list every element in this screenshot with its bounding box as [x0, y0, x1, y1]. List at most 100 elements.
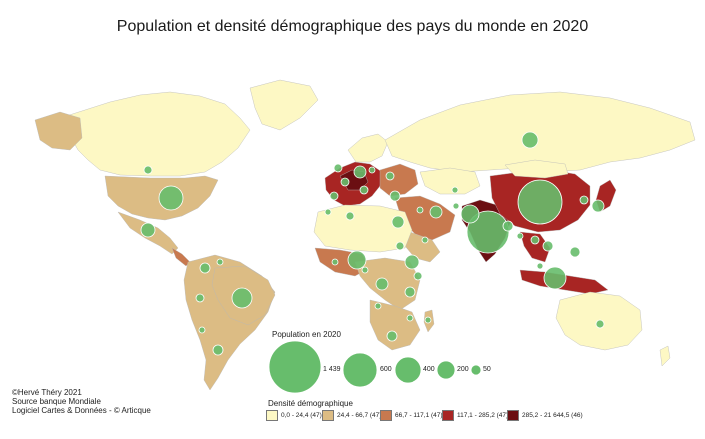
bubble-italy	[359, 185, 369, 195]
bubble-kenya	[413, 271, 423, 281]
population-bubbles	[140, 131, 605, 356]
legend-circle-1439	[268, 340, 322, 394]
bubble-turkey	[389, 190, 401, 202]
bubble-madagascar	[424, 316, 432, 324]
population-legend-circles	[268, 340, 482, 394]
bubble-colombia	[199, 262, 211, 274]
bubble-thailand	[530, 235, 540, 245]
bubble-germany	[353, 165, 367, 179]
country-southeast-asia	[519, 231, 551, 263]
country-russia	[384, 91, 696, 173]
country-greenland	[249, 79, 319, 131]
country-kazakhstan	[419, 167, 481, 195]
bubble-france	[340, 177, 350, 187]
legend-circle-200	[436, 360, 456, 380]
bubble-indonesia	[543, 266, 567, 290]
bubble-mozambique	[406, 314, 414, 322]
density-label-2: 24,4 - 66,7 (47)	[337, 411, 382, 419]
country-southern-africa	[369, 299, 421, 351]
bubble-sudan	[395, 241, 405, 251]
density-swatch-5	[507, 409, 519, 421]
bubble-afghanistan	[452, 202, 460, 210]
country-north-africa	[313, 204, 413, 253]
country-alaska	[34, 111, 83, 151]
country-scandinavia	[347, 133, 389, 163]
population-legend-label-50: 50	[483, 366, 491, 373]
population-legend-label-200: 200	[457, 366, 469, 373]
bubble-mexico	[140, 222, 156, 238]
density-label-5: 285,2 - 21 644,5 (46)	[522, 411, 583, 419]
bubble-china	[517, 179, 563, 225]
density-swatch-4	[442, 409, 454, 421]
density-class-2: 24,4 - 66,7 (47)	[322, 409, 381, 421]
bubble-uzbekistan	[451, 186, 459, 194]
density-class-1: 0,0 - 24,4 (47)	[266, 409, 322, 421]
density-swatch-1	[266, 409, 278, 421]
density-swatch-2	[322, 409, 334, 421]
bubble-peru	[195, 293, 205, 303]
bubble-congo	[375, 277, 389, 291]
bubble-brazil	[231, 287, 253, 309]
bubble-vietnam	[542, 240, 554, 252]
bubble-iraq	[416, 206, 424, 214]
map-title: Population et densité démographique des …	[116, 18, 589, 35]
legend-circle-600	[342, 352, 378, 388]
bubble-korea	[579, 195, 589, 205]
population-legend-label-1439: 1 439	[323, 366, 341, 373]
bubble-philippines	[569, 246, 581, 258]
bubble-nigeria	[347, 250, 367, 270]
density-legend-title: Densité démographique	[268, 399, 353, 408]
bubble-russia	[521, 131, 539, 149]
bubble-pakistan	[460, 204, 480, 224]
credit-source: Source banque Mondiale	[12, 397, 101, 406]
bubble-usa	[158, 185, 184, 211]
bubble-uk	[333, 163, 343, 173]
bubble-argentina	[212, 344, 224, 356]
density-label-4: 117,1 - 285,2 (47)	[457, 411, 509, 419]
country-eastern-europe	[379, 163, 419, 197]
bubble-morocco	[324, 208, 332, 216]
density-swatch-3	[380, 409, 392, 421]
bubble-egypt	[391, 215, 405, 229]
bubble-malaysia	[536, 262, 544, 270]
country-new-zealand	[659, 345, 671, 367]
credits-block: ©Hervé Théry 2021 Source banque Mondiale…	[12, 388, 151, 415]
bubble-ethiopia	[404, 254, 420, 270]
countries	[34, 79, 696, 391]
bubble-australia	[595, 319, 605, 329]
density-class-5: 285,2 - 21 644,5 (46)	[507, 409, 583, 421]
bubble-canada	[143, 165, 153, 175]
bubble-algeria	[345, 211, 355, 221]
bubble-angola	[374, 302, 382, 310]
bubble-saudi	[421, 236, 429, 244]
population-legend-label-400: 400	[423, 366, 435, 373]
density-label-3: 66,7 - 117,1 (47)	[395, 411, 443, 419]
population-legend-label-600: 600	[380, 366, 392, 373]
bubble-bangladesh	[502, 220, 514, 232]
bubble-myanmar	[516, 232, 524, 240]
bubble-japan	[591, 199, 605, 213]
bubble-venezuela	[216, 258, 224, 266]
bubble-cameroon	[361, 266, 369, 274]
density-class-4: 117,1 - 285,2 (47)	[442, 409, 508, 421]
density-label-1: 0,0 - 24,4 (47)	[281, 411, 322, 419]
bubble-tanzania	[404, 286, 416, 298]
bubble-ukraine	[385, 171, 395, 181]
legend-circle-400	[394, 356, 422, 384]
credit-software: Logiciel Cartes & Données - © Articque	[12, 406, 151, 415]
population-legend-title: Population en 2020	[272, 330, 341, 339]
country-canada	[59, 91, 251, 177]
bubble-south-africa	[386, 330, 398, 342]
density-class-3: 66,7 - 117,1 (47)	[380, 409, 443, 421]
country-central-america	[171, 247, 191, 267]
bubble-ghana	[331, 258, 339, 266]
bubble-iran	[429, 205, 443, 219]
bubble-spain	[329, 191, 339, 201]
bubble-chile	[198, 326, 206, 334]
bubble-poland	[368, 166, 376, 174]
country-mongolia	[504, 159, 569, 179]
legend-circle-50	[470, 364, 482, 376]
bubble-india	[466, 210, 510, 254]
credit-author: ©Hervé Théry 2021	[12, 388, 82, 397]
